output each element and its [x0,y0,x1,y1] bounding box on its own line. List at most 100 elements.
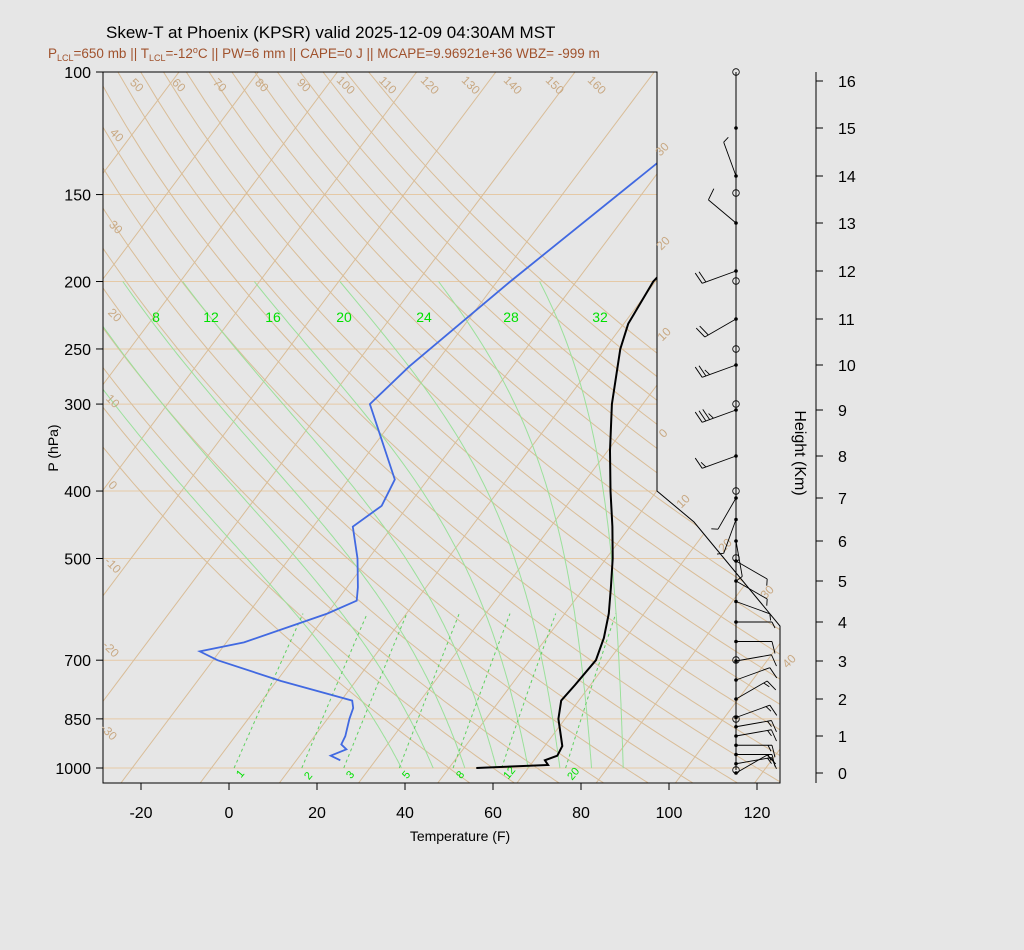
mixing-ratio-label: 3 [344,769,357,781]
subtitle-part: P [48,46,57,61]
barb-flag [763,682,770,688]
height-tick-label: 12 [838,264,856,281]
barb-flag [767,745,772,752]
barb-flag [767,757,772,764]
subtitle-part: =-12 [165,46,192,61]
barb-flag [702,409,711,420]
moist-adiabat-label: 16 [265,309,281,325]
dry-adiabat-line [103,72,470,783]
height-tick-label: 14 [838,169,856,186]
isotherm-line [103,72,204,783]
barb-shaft [735,757,772,765]
moist-adiabat-line [438,281,593,769]
dry-adiabat-label: 60 [169,75,189,95]
barb-flag [771,720,777,732]
mixing-ratio-line [565,613,617,769]
barb-flag [708,413,714,419]
isotherm-line [199,72,758,783]
dry-adiabat-line [103,72,780,783]
mixing-ratio-line [301,613,368,769]
barb-flag [736,576,743,581]
barb-shaft [735,667,770,681]
y-tick-label: 250 [64,342,91,359]
barb-level-marker [732,656,740,664]
dry-adiabat-line [232,72,780,783]
dry-adiabat-line [103,72,559,783]
moist-adiabat-label: 8 [152,309,160,325]
mixing-ratio-label: 1 [234,768,247,780]
height-tick-label: 5 [838,574,847,591]
mixing-ratio-label: 2 [302,770,315,782]
height-tick-label: 1 [838,729,847,746]
dry-adiabat-line [103,72,780,783]
isotherm-line [103,72,125,783]
subtitle-superscript: o [193,45,198,55]
height-tick-label: 11 [838,312,855,329]
barb-flag [765,706,772,712]
chart-subtitle: PLCL=650 mb || TLCL=-12oC || PW=6 mm || … [48,45,600,63]
barb-shaft [735,560,768,580]
barb-flag [694,411,703,423]
barb-level-marker [732,715,740,723]
barb-flag [769,704,778,716]
x-tick-label: 60 [484,805,502,822]
y-tick-label: 500 [64,551,91,568]
x-tick-label: 80 [572,805,590,822]
subtitle-subscript: LCL [57,53,74,63]
moist-adiabat-label: 20 [336,309,352,325]
barb-shaft [735,720,772,728]
isotherm-right-label: 40 [779,651,799,671]
barb-flag [698,271,707,283]
x-tick-label: 0 [225,805,234,822]
barb-level-marker [732,68,740,76]
isotherm-line [103,72,362,783]
height-tick-label: 8 [838,449,847,466]
barb-shaft [735,704,770,718]
height-tick-label: 2 [838,692,847,709]
height-tick-label: 7 [838,491,847,508]
isotherm-right-label: 0 [656,426,671,441]
isotherm-line [595,72,780,783]
y-tick-label: 100 [64,65,91,82]
barb-flag [767,730,772,737]
x-tick-label: 100 [656,805,683,822]
x-tick-label: 120 [744,805,771,822]
barb-level-marker [732,345,740,353]
height-tick-label: 4 [838,615,847,632]
barb-flag [700,462,707,468]
barb-flag [769,667,778,679]
dry-adiabat-label: 120 [418,73,442,97]
dry-adiabat-line [103,72,780,783]
y-tick-label: 150 [64,188,91,205]
isotherm-line [103,72,441,783]
isotherm-left-label: -30 [98,721,120,743]
height-axis-label: Height (Km) [791,410,808,495]
height-tick-label: 16 [838,74,856,91]
subtitle-part: C || PW=6 mm || CAPE=0 J || MCAPE=9.9692… [198,46,600,61]
moist-adiabat-label: 32 [592,309,608,325]
barb-shaft [723,519,737,554]
dry-adiabat-line [321,72,780,783]
barb-level-marker [732,277,740,285]
barb-flag [694,366,703,378]
x-tick-label: 40 [396,805,414,822]
dry-adiabat-label: 110 [376,73,400,97]
isotherm-line [675,72,780,783]
barb-level-dot [734,126,738,130]
barb-flag [771,641,776,654]
moist-adiabat-label: 28 [503,309,519,325]
y-tick-label: 400 [64,484,91,501]
barb-shaft [702,409,737,423]
y-tick-label: 300 [64,397,91,414]
moist-adiabat-line [182,281,497,769]
barb-shaft [735,601,770,615]
barb-flag [698,410,707,422]
isotherm-line [0,40,44,783]
dewpoint-line [197,72,761,762]
barb-flag [771,745,776,758]
dry-adiabat-line [343,72,780,783]
isotherm-right-label: 30 [652,139,672,159]
moist-adiabat-line [339,281,561,769]
barb-shaft [708,199,737,224]
